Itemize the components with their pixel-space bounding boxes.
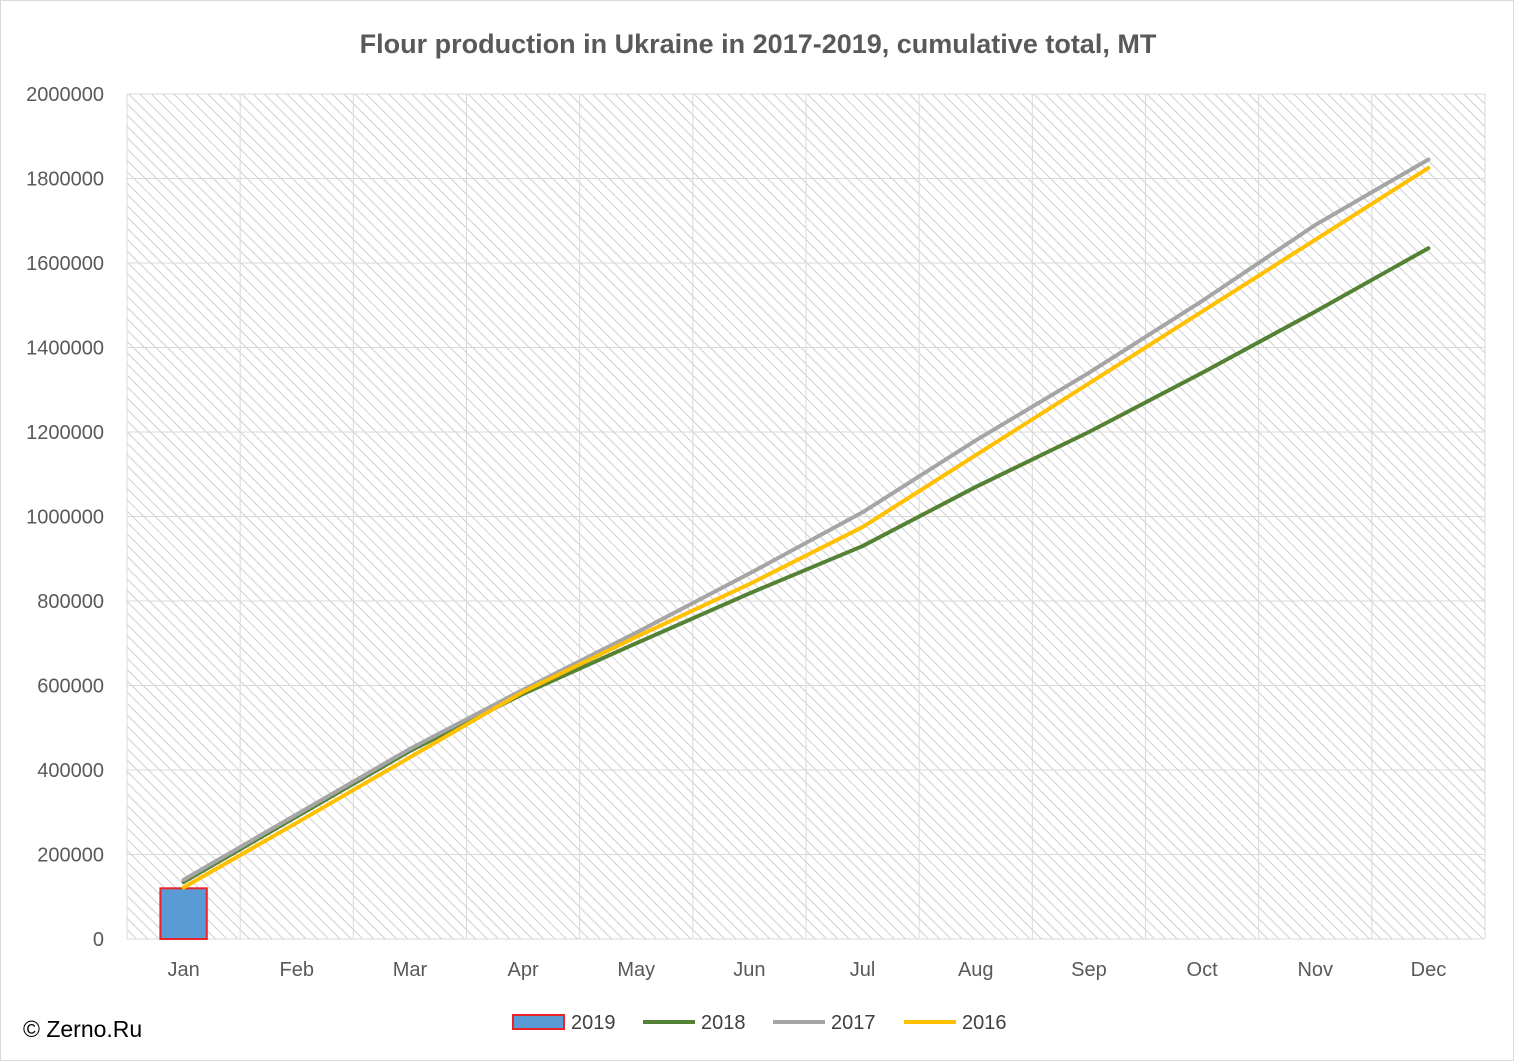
line-series-2016 — [181, 165, 1431, 890]
y-tick-label: 1600000 — [26, 253, 104, 275]
x-tick-label: Feb — [280, 959, 314, 981]
gridlines — [126, 93, 1486, 940]
x-tick-label: Jun — [733, 959, 765, 981]
chart-title: Flour production in Ukraine in 2017-2019… — [360, 29, 1157, 59]
bar-series — [159, 887, 208, 940]
credit-text: © Zerno.Ru — [23, 1016, 142, 1042]
x-tick-label: Apr — [508, 959, 539, 981]
line-series-2017 — [181, 157, 1431, 882]
legend-label-2017: 2017 — [831, 1012, 876, 1034]
line-series — [181, 157, 1431, 890]
x-tick-label: Mar — [393, 959, 428, 981]
y-axis-ticks: 0 200000 400000 600000 800000 1000000 1200000 1… — [26, 84, 104, 951]
y-tick-label: 1800000 — [26, 169, 104, 191]
legend-swatch-2019 — [512, 1014, 565, 1030]
legend-label-2016: 2016 — [962, 1012, 1007, 1034]
y-tick-label: 200000 — [37, 845, 104, 867]
x-tick-label: Jan — [167, 959, 199, 981]
x-tick-label: Jul — [850, 959, 876, 981]
bar-2019-Jan — [159, 887, 208, 940]
y-tick-label: 800000 — [37, 591, 104, 613]
x-tick-label: Oct — [1187, 959, 1219, 981]
y-tick-label: 600000 — [37, 676, 104, 698]
legend: 2019 2018 2017 2016 — [512, 1012, 1007, 1034]
legend-label-2019: 2019 — [571, 1012, 616, 1034]
x-tick-label: May — [617, 959, 655, 981]
x-tick-label: Sep — [1071, 959, 1107, 981]
x-tick-label: Dec — [1411, 959, 1447, 981]
x-tick-label: Aug — [958, 959, 994, 981]
y-tick-label: 1400000 — [26, 338, 104, 360]
x-axis-ticks: Jan Feb Mar Apr May Jun Jul Aug Sep Oct Nov Dec — [167, 959, 1446, 981]
legend-label-2018: 2018 — [701, 1012, 746, 1034]
y-tick-label: 400000 — [37, 760, 104, 782]
y-tick-label: 0 — [93, 929, 104, 951]
x-tick-label: Nov — [1297, 959, 1333, 981]
y-tick-label: 2000000 — [26, 84, 104, 106]
y-tick-label: 1000000 — [26, 507, 104, 529]
y-tick-label: 1200000 — [26, 422, 104, 444]
